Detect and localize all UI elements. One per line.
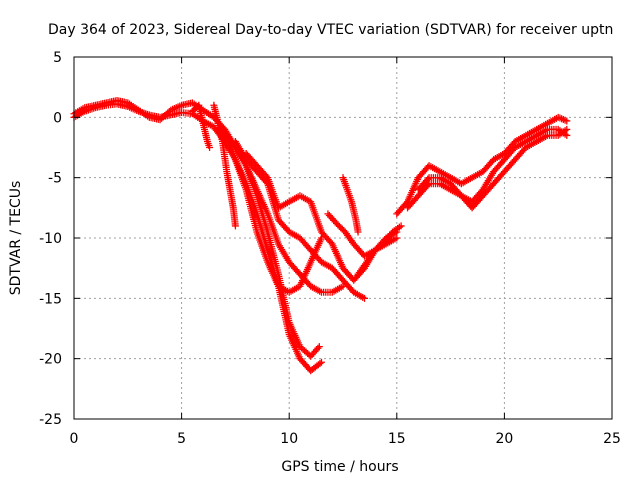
series-track-j <box>393 113 571 218</box>
x-tick-label: 25 <box>603 431 621 447</box>
x-axis-label: GPS time / hours <box>281 459 398 475</box>
data-point <box>563 117 571 125</box>
y-axis-label: SDTVAR / TECUs <box>8 181 24 296</box>
data-point <box>231 222 239 230</box>
data-point <box>206 144 214 151</box>
series-track-c <box>216 123 325 296</box>
x-tick-label: 0 <box>70 431 79 447</box>
series-track-g <box>339 174 362 236</box>
data-point <box>317 358 325 366</box>
series-track-i <box>354 222 405 278</box>
y-tick-label: -15 <box>39 291 62 307</box>
data-points <box>70 96 571 375</box>
y-tick-label: 0 <box>53 110 62 126</box>
data-point <box>424 175 432 183</box>
axis-ticks: 0 5 10 15 20 25 -25 -20 -15 -10 -5 0 5 <box>39 50 621 447</box>
data-point <box>397 222 405 230</box>
series-track-l <box>414 125 571 212</box>
y-tick-label: -10 <box>39 231 62 247</box>
data-point <box>393 234 401 242</box>
data-point <box>315 343 323 351</box>
y-tick-label: -5 <box>48 171 62 187</box>
y-tick-label: -20 <box>39 352 62 368</box>
data-point <box>314 344 322 352</box>
data-point <box>262 172 270 180</box>
data-point <box>361 294 369 302</box>
series-track-h <box>324 210 401 260</box>
data-point <box>354 228 362 236</box>
series-track-f <box>242 150 401 284</box>
series-track-m <box>188 101 214 151</box>
x-tick-label: 15 <box>388 431 406 447</box>
chart-title: Day 364 of 2023, Sidereal Day-to-day VTE… <box>48 22 613 38</box>
data-point <box>316 359 324 367</box>
y-tick-label: 5 <box>53 50 62 66</box>
x-tick-label: 10 <box>280 431 298 447</box>
x-tick-label: 5 <box>177 431 186 447</box>
data-point <box>563 131 571 139</box>
data-point <box>563 125 571 133</box>
y-tick-label: -25 <box>39 412 62 428</box>
grid <box>74 57 612 419</box>
series-track-n <box>210 101 239 230</box>
series-track-b <box>70 100 325 375</box>
x-tick-label: 20 <box>495 431 513 447</box>
